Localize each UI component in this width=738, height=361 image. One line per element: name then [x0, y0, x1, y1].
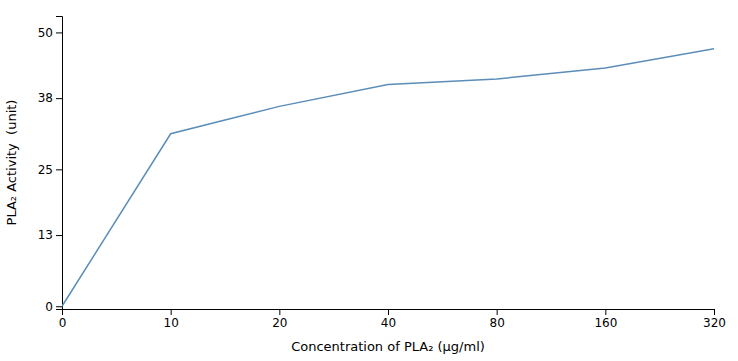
y-axis-tick-mark: [56, 169, 62, 170]
x-axis-line: [63, 310, 715, 316]
x-axis-tick-mark: [497, 309, 498, 315]
y-axis-tick: 50: [38, 26, 62, 40]
y-axis-line: [56, 17, 63, 310]
x-axis-tick-mark: [279, 309, 280, 315]
y-axis-tick-mark: [56, 235, 62, 236]
x-axis-tick: 80: [490, 309, 505, 330]
line: [62, 49, 714, 306]
y-axis-tick-mark: [56, 32, 62, 33]
y-axis-tick: 13: [38, 228, 62, 242]
x-axis-tick-label: 20: [272, 316, 287, 330]
x-axis-tick: 10: [164, 309, 179, 330]
x-axis-tick-label: 80: [490, 316, 505, 330]
y-axis-tick-label: 0: [45, 300, 53, 314]
x-axis-tick-label: 320: [703, 316, 726, 330]
y-axis-tick: 38: [38, 91, 62, 105]
x-axis-tick: 320: [703, 309, 726, 330]
y-axis-tick: 25: [38, 163, 62, 177]
x-axis-tick: 40: [381, 309, 396, 330]
y-axis-tick-mark: [56, 306, 62, 307]
y-axis: 0 13 25 38 50: [38, 17, 63, 314]
x-axis-tick-mark: [171, 309, 172, 315]
x-axis-tick-mark: [605, 309, 606, 315]
plot: 0 10 20 40 80 160 320 0 13 25 38 50: [38, 17, 726, 330]
x-axis-tick-mark: [714, 309, 715, 315]
y-axis-title: PLA₂ Activity (unit): [4, 100, 19, 226]
y-axis-tick-mark: [56, 98, 62, 99]
chart: 0 10 20 40 80 160 320 0 13 25 38 50 Concentration of…: [0, 0, 738, 361]
x-axis-title: Concentration of PLA₂ (μg/ml): [291, 339, 485, 354]
x-axis-tick-label: 40: [381, 316, 396, 330]
x-axis-tick-label: 10: [164, 316, 179, 330]
x-axis-tick-mark: [388, 309, 389, 315]
x-axis-tick: 0: [59, 309, 67, 330]
x-axis-tick-label: 160: [594, 316, 617, 330]
y-axis-tick-label: 38: [38, 91, 53, 105]
x-axis: 0 10 20 40 80 160 320: [59, 309, 726, 330]
y-axis-tick-label: 50: [38, 26, 53, 40]
x-axis-tick: 160: [594, 309, 617, 330]
x-axis-tick-label: 0: [59, 316, 67, 330]
marks: [62, 49, 714, 306]
x-axis-tick: 20: [272, 309, 287, 330]
y-axis-tick: 0: [45, 300, 62, 314]
y-axis-tick-label: 13: [38, 228, 53, 242]
y-axis-tick-label: 25: [38, 163, 53, 177]
